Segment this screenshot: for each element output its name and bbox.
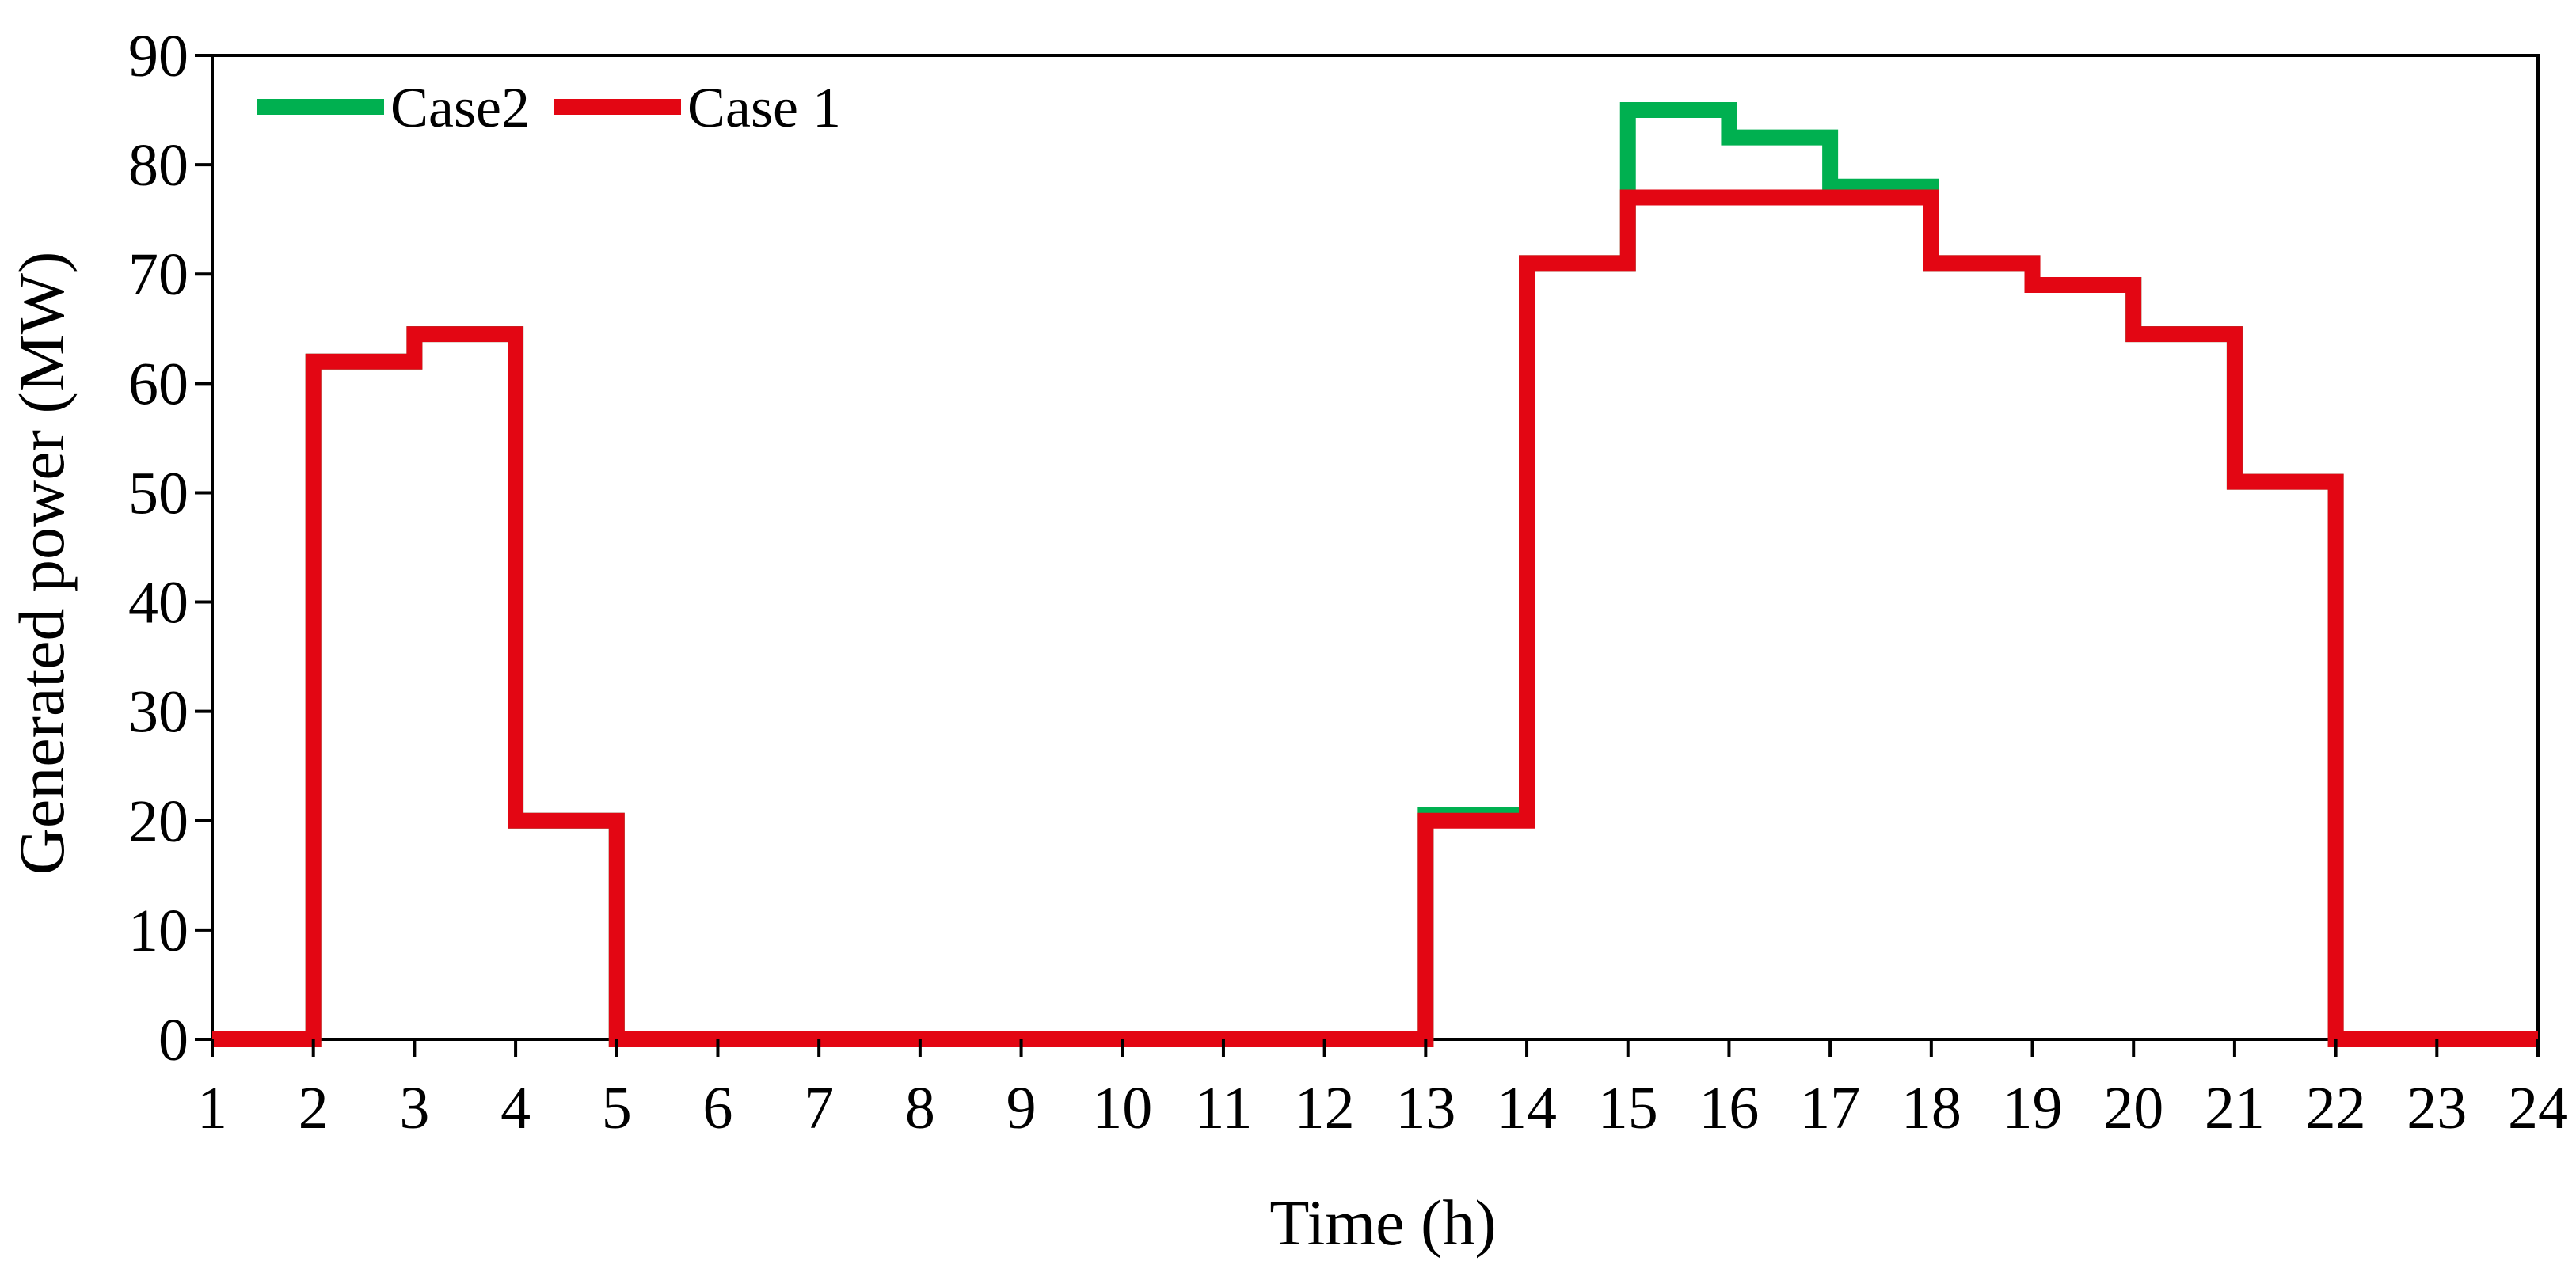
x-tick-label: 13 <box>1395 1075 1455 1141</box>
y-tick-label: 80 <box>128 132 188 199</box>
x-tick-label: 11 <box>1194 1075 1252 1141</box>
x-tick-label: 22 <box>2306 1075 2366 1141</box>
y-tick-label: 70 <box>128 241 188 308</box>
x-tick-label: 16 <box>1699 1075 1759 1141</box>
x-tick-label: 6 <box>702 1075 732 1141</box>
y-tick-label: 60 <box>128 351 188 417</box>
series-line-1 <box>212 189 2538 1047</box>
y-tick-label: 40 <box>128 570 188 636</box>
x-tick-label: 1 <box>197 1075 227 1141</box>
x-tick-label: 20 <box>2103 1075 2163 1141</box>
x-tick-label: 17 <box>1800 1075 1860 1141</box>
x-tick-label: 7 <box>804 1075 834 1141</box>
x-tick-label: 9 <box>1006 1075 1037 1141</box>
x-axis-title: Time (h) <box>1269 1187 1496 1259</box>
plot-area-border <box>211 54 2540 1041</box>
legend-label-1: Case 1 <box>687 76 841 139</box>
series-line-0 <box>212 102 2538 1047</box>
x-tick-label: 10 <box>1092 1075 1152 1141</box>
x-tick-label: 5 <box>602 1075 632 1141</box>
x-tick-label: 21 <box>2205 1075 2265 1141</box>
x-tick-label: 24 <box>2508 1075 2568 1141</box>
x-tick-label: 3 <box>399 1075 429 1141</box>
x-tick-label: 2 <box>299 1075 329 1141</box>
x-tick-label: 14 <box>1497 1075 1557 1141</box>
x-tick-label: 18 <box>1901 1075 1961 1141</box>
y-tick-label: 20 <box>128 788 188 855</box>
x-tick-label: 4 <box>500 1075 531 1141</box>
x-tick-label: 23 <box>2407 1075 2467 1141</box>
x-tick-label: 19 <box>2003 1075 2063 1141</box>
y-axis-title: Generated power (MW) <box>6 252 78 875</box>
y-tick-label: 90 <box>128 23 188 89</box>
x-tick-label: 12 <box>1295 1075 1355 1141</box>
y-tick-label: 10 <box>128 898 188 964</box>
x-tick-label: 8 <box>905 1075 935 1141</box>
y-tick-label: 0 <box>158 1007 188 1073</box>
x-tick-label: 15 <box>1598 1075 1658 1141</box>
y-tick-label: 50 <box>128 460 188 526</box>
y-tick-label: 30 <box>128 679 188 746</box>
legend-label-0: Case2 <box>390 76 530 139</box>
